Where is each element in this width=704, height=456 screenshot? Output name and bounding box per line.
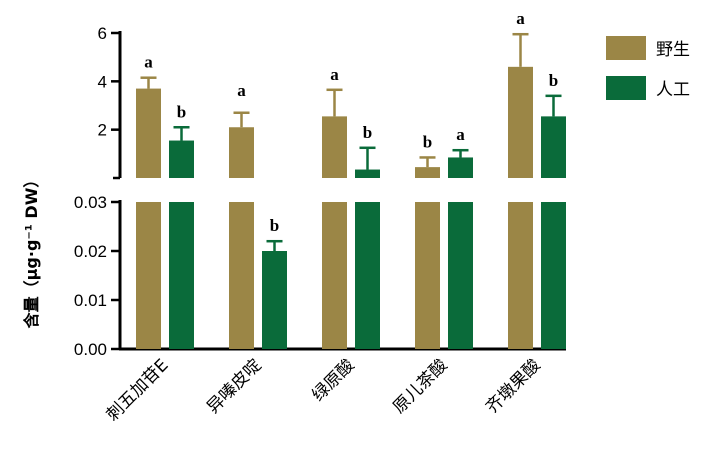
bar-lower-segment (322, 202, 347, 349)
legend-label: 野生 (656, 40, 690, 60)
bar (136, 88, 161, 178)
category-label: 齐墩果酸 (482, 355, 544, 417)
legend-swatch (606, 36, 646, 60)
bar (415, 167, 440, 178)
category-label: 刺五加苷E (103, 355, 173, 425)
y-tick-label: 2 (98, 121, 107, 140)
bar (229, 127, 254, 178)
y-tick-label: 0.01 (74, 291, 107, 310)
significance-letter: a (237, 81, 246, 100)
legend-swatch (606, 76, 646, 100)
y-tick-label: 0.02 (74, 242, 107, 261)
y-tick-label: 0.03 (74, 193, 107, 212)
category-label: 异嗪皮啶 (203, 355, 265, 417)
bar (508, 66, 533, 178)
y-tick-label: 6 (98, 24, 107, 43)
bar-lower-segment (541, 202, 566, 349)
bar-lower-segment (415, 202, 440, 349)
bar-lower-segment (229, 202, 254, 349)
bar (448, 157, 473, 178)
legend-label: 人工 (656, 80, 690, 100)
bar-lower-segment (508, 202, 533, 349)
significance-letter: a (516, 9, 525, 28)
bar-lower-segment (355, 202, 380, 349)
bars (136, 32, 566, 349)
bar-lower-segment (136, 202, 161, 349)
bar (169, 140, 194, 178)
y-tick-label: 4 (98, 72, 107, 91)
bar (322, 116, 347, 178)
bar-lower-segment (169, 202, 194, 349)
significance-letter: b (549, 71, 558, 90)
significance-letter: b (177, 102, 186, 121)
bar-lower-segment (448, 202, 473, 349)
significance-letter: a (456, 125, 465, 144)
bar (541, 116, 566, 178)
significance-letter: a (330, 65, 339, 84)
significance-letter: a (144, 53, 153, 72)
significance-letter: b (423, 132, 432, 151)
category-label: 原儿茶酸 (389, 355, 451, 417)
bar (262, 251, 287, 349)
labels: 2 4 6 0.00 0.01 0.02 0.03 含量（μg·g⁻¹ DW） a a a b a b b b… (22, 9, 558, 425)
bar (355, 169, 380, 178)
y-tick-label: 0.00 (74, 340, 107, 359)
significance-letter: b (270, 216, 279, 235)
y-axis-title: 含量（μg·g⁻¹ DW） (22, 172, 41, 329)
significance-letter: b (363, 123, 372, 142)
category-label: 绿原酸 (308, 355, 358, 405)
